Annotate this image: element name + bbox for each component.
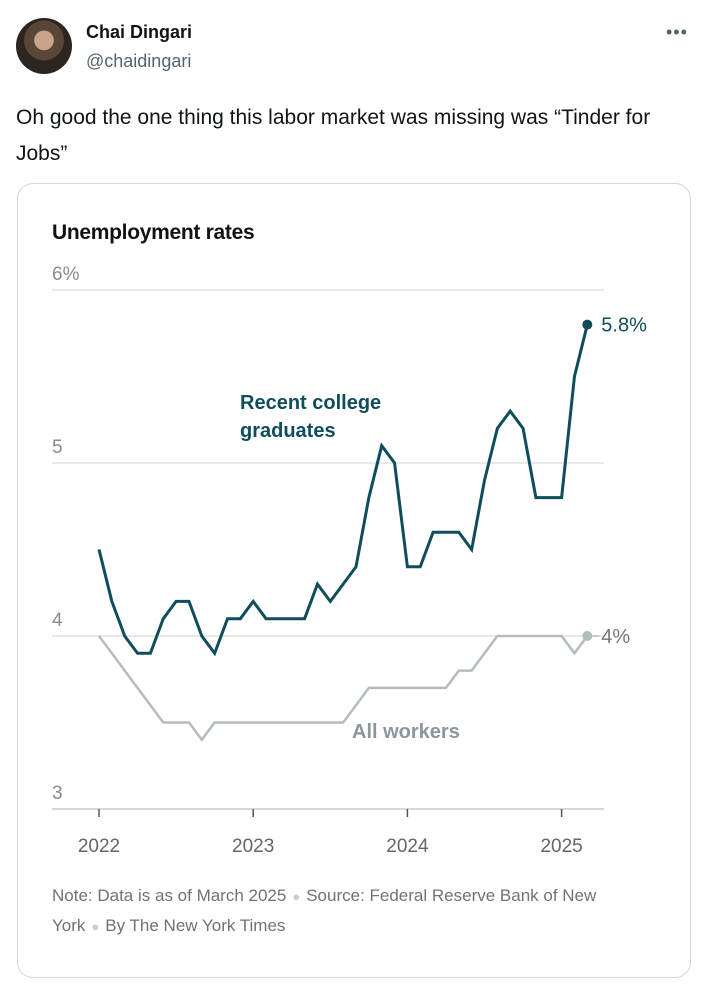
tweet-text: Oh good the one thing this labor market …	[16, 106, 651, 165]
series-line-recent-grads	[97, 324, 589, 657]
media-card[interactable]	[17, 183, 691, 978]
avatar[interactable]	[16, 18, 72, 74]
source-text: Source: Federal Reserve Bank of New York	[52, 886, 597, 935]
x-tick-label: 2023	[232, 836, 274, 857]
y-tick-label: 3	[52, 783, 63, 804]
separator-dot: ●	[292, 889, 301, 904]
y-tick-label: 6%	[52, 264, 80, 285]
x-tick-label: 2025	[540, 836, 582, 857]
y-tick-label: 5	[52, 437, 63, 458]
series-end-point	[582, 319, 593, 330]
series-end-point	[582, 631, 593, 641]
author-handle[interactable]: @chaidingari	[86, 51, 192, 71]
note-text: Note: Data is as of March 2025	[52, 886, 287, 905]
series-line-all-workers	[97, 634, 589, 742]
series-label-recent-grads: Recent college	[240, 392, 381, 414]
y-tick-label: 4	[52, 610, 63, 631]
chart-title: Unemployment rates	[52, 221, 255, 244]
series-end-label: 4%	[601, 626, 630, 648]
series-label-all-workers: All workers	[352, 721, 460, 743]
separator-dot: ●	[91, 919, 100, 934]
author-name[interactable]: Chai Dingari	[86, 22, 193, 42]
more-horizontal-icon[interactable]: •••	[666, 22, 688, 42]
series-label-recent-grads: graduates	[240, 420, 336, 442]
series-end-label: 5.8%	[601, 315, 647, 337]
x-tick-label: 2022	[78, 836, 120, 857]
x-tick-label: 2024	[386, 836, 429, 857]
chart-footnote: Note: Data is as of March 2025 ● Source: F…	[52, 881, 662, 941]
credit-text: By The New York Times	[105, 916, 286, 935]
